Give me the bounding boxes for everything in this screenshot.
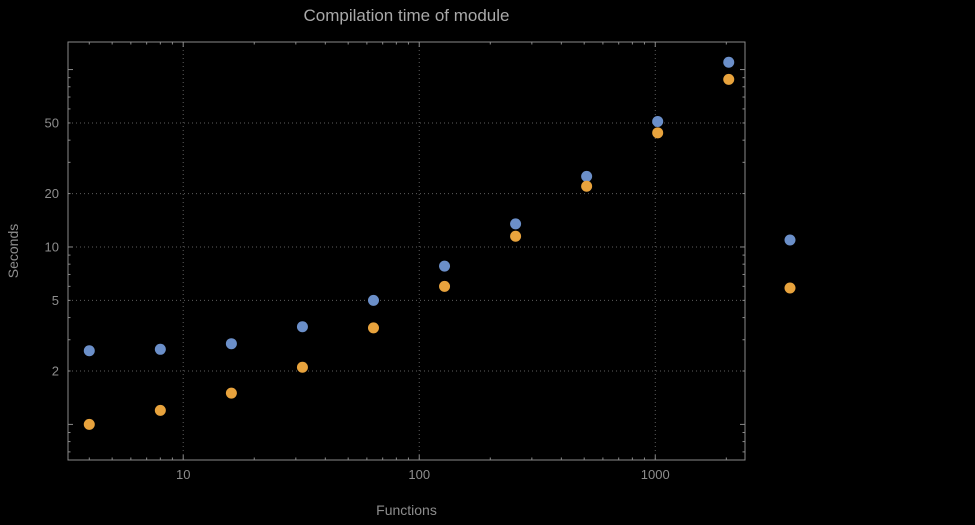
data-point (723, 56, 735, 68)
x-tick-label: 1000 (641, 467, 670, 482)
y-tick-label: 20 (45, 186, 59, 201)
y-tick-label: 10 (45, 239, 59, 254)
data-point (225, 387, 237, 399)
data-point (581, 180, 593, 192)
data-point (367, 294, 379, 306)
x-tick-label: 10 (176, 467, 190, 482)
data-point (723, 73, 735, 85)
data-point (510, 218, 522, 230)
y-axis-label: Seconds (5, 223, 21, 279)
legend (784, 234, 796, 294)
y-tick-label: 2 (52, 363, 59, 378)
data-point (581, 170, 593, 182)
data-point (83, 418, 95, 430)
data-point (296, 321, 308, 333)
y-tick-label: 50 (45, 115, 59, 130)
series-1-blue-points (83, 56, 735, 357)
data-point (154, 404, 166, 416)
data-point (510, 230, 522, 242)
data-point (83, 345, 95, 357)
data-point (652, 127, 664, 139)
tick-labels: 10 100 1000 2 5 10 20 50 (45, 115, 670, 482)
data-point (439, 260, 451, 272)
data-point (367, 322, 379, 334)
data-point (225, 338, 237, 350)
tick-marks (68, 42, 745, 460)
series-2-orange-points (83, 73, 735, 430)
grid-lines (68, 42, 745, 460)
data-point (296, 361, 308, 373)
y-tick-label: 5 (52, 293, 59, 308)
legend-marker-series-1 (784, 234, 796, 246)
chart-title: Compilation time of module (303, 6, 510, 25)
data-point (154, 343, 166, 355)
plot-frame (67, 41, 746, 461)
legend-marker-series-2 (784, 282, 796, 294)
x-tick-label: 100 (408, 467, 430, 482)
x-axis-label: Functions (376, 502, 437, 518)
data-point (439, 280, 451, 292)
data-point (652, 115, 664, 127)
